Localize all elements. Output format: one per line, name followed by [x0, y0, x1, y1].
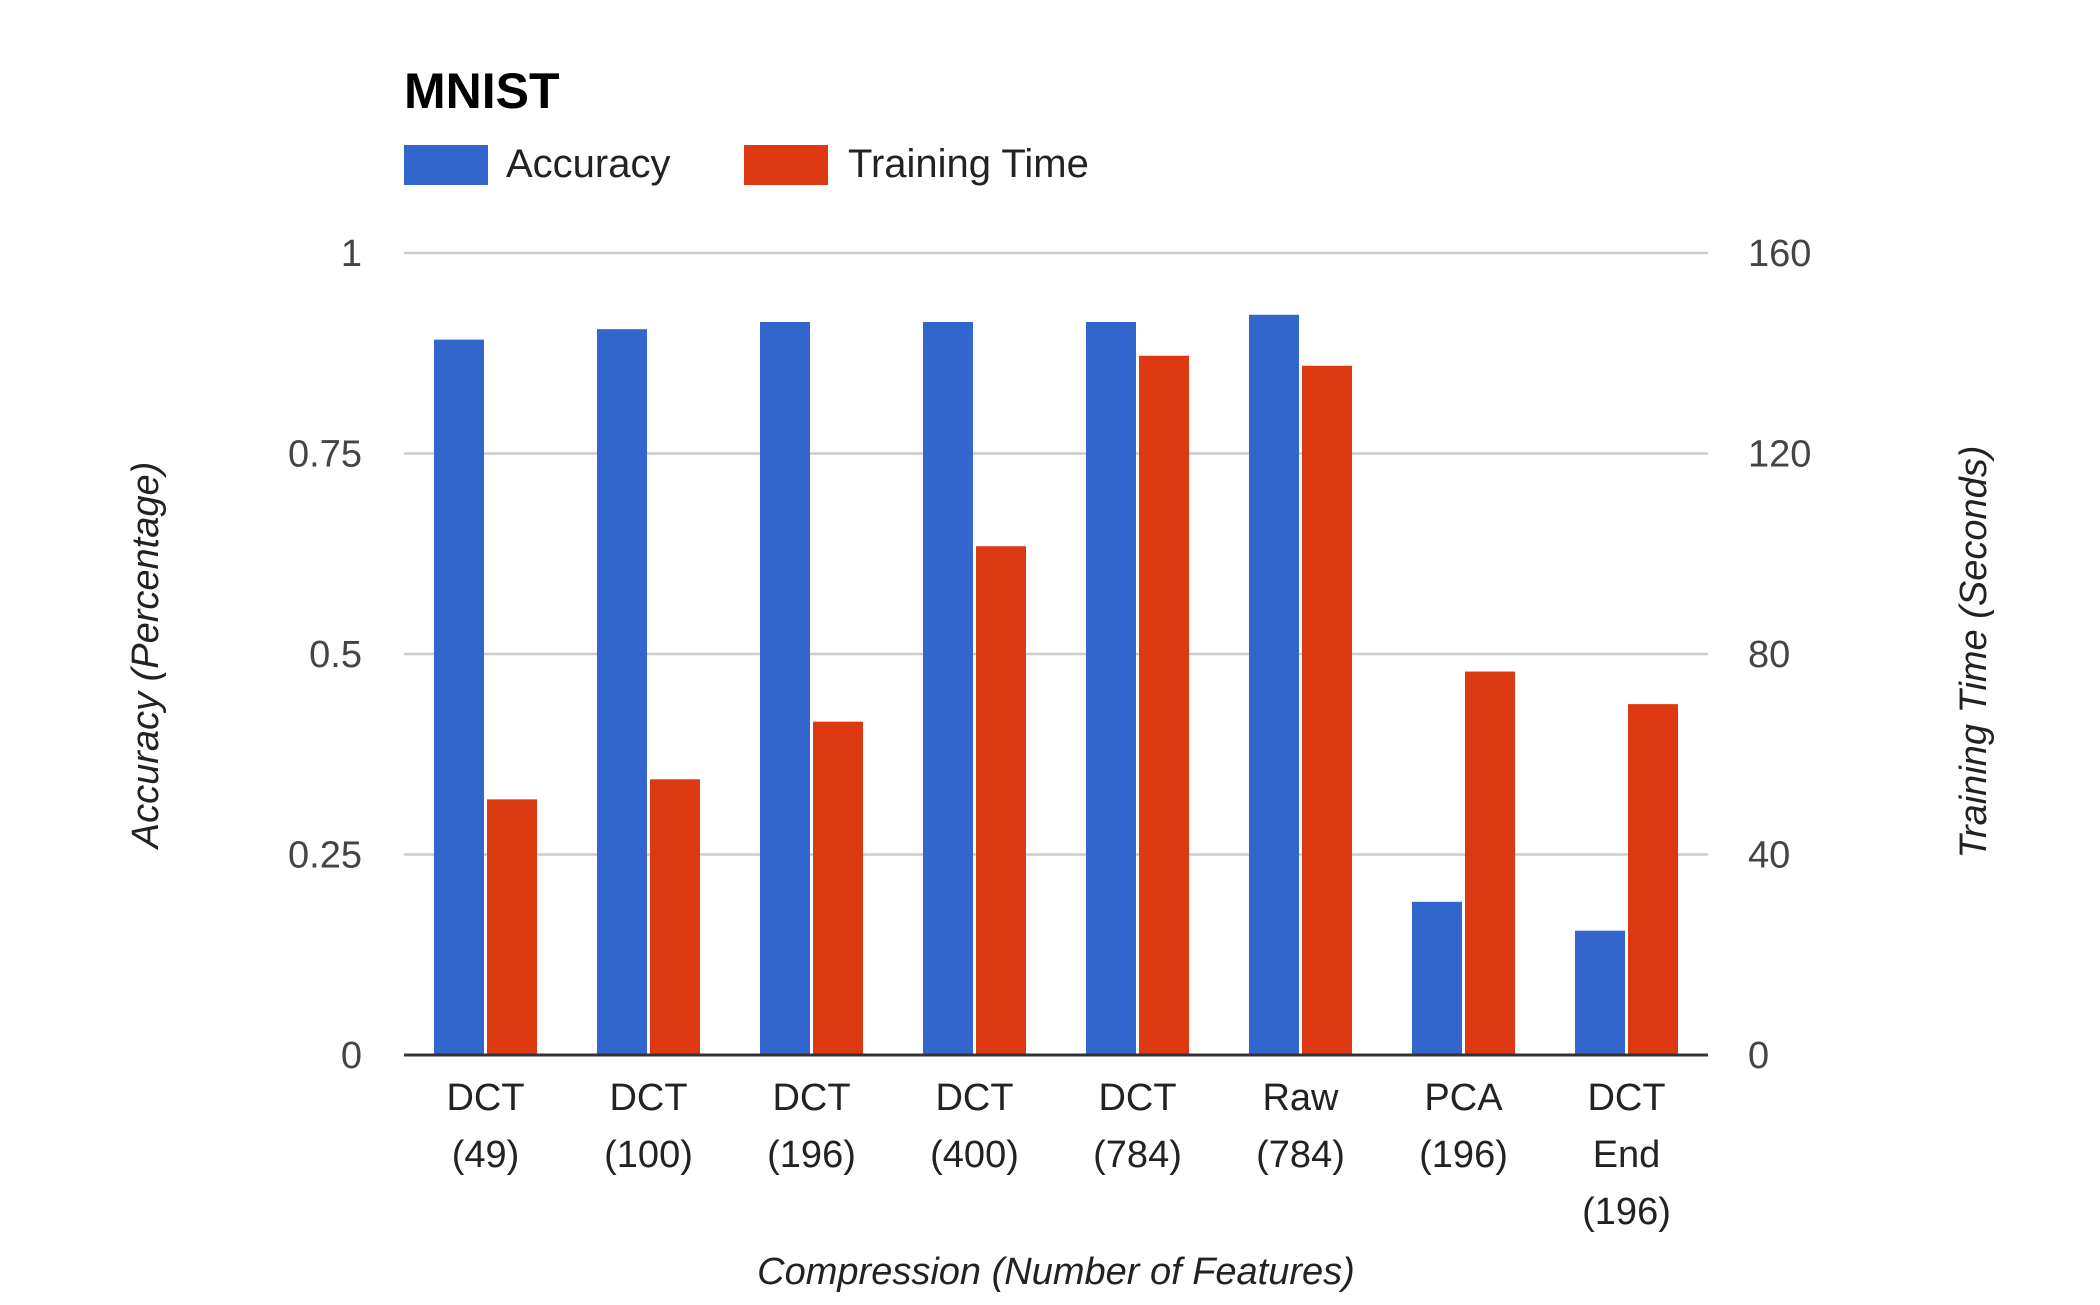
x-tick-label-line: PCA — [1424, 1077, 1503, 1119]
x-tick-label: DCT (400) — [930, 1077, 1019, 1176]
bar-training-time — [1628, 704, 1678, 1055]
bars — [434, 314, 1678, 1056]
x-tick-label: DCT End (196) — [1582, 1077, 1671, 1233]
y-tick-label-left: 0.5 — [309, 634, 362, 676]
x-tick-label-line: (400) — [930, 1134, 1019, 1176]
bar-training-time — [813, 721, 863, 1055]
y-tick-label-left: 0 — [341, 1035, 362, 1077]
right-y-axis-label: Training Time (Seconds) — [1953, 446, 1995, 859]
bar-accuracy — [1412, 901, 1462, 1055]
left-y-axis-ticks: 0 0.25 0.5 0.75 1 — [288, 233, 362, 1077]
left-y-axis-label: Accuracy (Percentage) — [125, 462, 167, 851]
bar-training-time — [487, 799, 537, 1055]
x-tick-label-line: End — [1593, 1134, 1661, 1176]
x-axis-ticks: DCT (49)DCT (100)DCT (196)DCT (400)DCT (784)R… — [446, 1077, 1670, 1233]
x-tick-label-line: (49) — [452, 1134, 520, 1176]
chart-title: MNIST — [404, 63, 560, 119]
x-tick-label-line: (784) — [1256, 1134, 1345, 1176]
x-tick-label: DCT (196) — [767, 1077, 856, 1176]
x-tick-label-line: DCT — [609, 1077, 687, 1119]
x-tick-label-line: Raw — [1262, 1077, 1339, 1119]
bar-training-time — [1465, 671, 1515, 1055]
x-tick-label-line: DCT — [935, 1077, 1013, 1119]
y-tick-label-right: 0 — [1748, 1035, 1769, 1077]
x-tick-label-line: (196) — [767, 1134, 856, 1176]
bar-accuracy — [1575, 930, 1625, 1055]
x-tick-label: DCT (784) — [1093, 1077, 1182, 1176]
bar-accuracy — [1249, 314, 1299, 1055]
x-tick-label-line: DCT — [446, 1077, 524, 1119]
x-axis-label: Compression (Number of Features) — [757, 1251, 1355, 1293]
y-tick-label-right: 40 — [1748, 835, 1790, 877]
x-tick-label: Raw (784) — [1256, 1077, 1345, 1176]
y-tick-label-left: 1 — [341, 233, 362, 275]
bar-training-time — [650, 779, 700, 1055]
x-tick-label-line: (196) — [1419, 1134, 1508, 1176]
y-tick-label-right: 120 — [1748, 434, 1811, 476]
legend-label-accuracy: Accuracy — [506, 142, 671, 186]
bar-training-time — [1302, 365, 1352, 1055]
bar-accuracy — [597, 329, 647, 1055]
y-tick-label-right: 160 — [1748, 233, 1811, 275]
x-tick-label-line: DCT — [1098, 1077, 1176, 1119]
x-tick-label-line: (196) — [1582, 1191, 1671, 1233]
right-y-axis-ticks: 0 40 80 120 160 — [1748, 233, 1811, 1077]
x-tick-label-line: DCT — [772, 1077, 850, 1119]
bar-accuracy — [923, 321, 973, 1055]
bar-accuracy — [760, 321, 810, 1055]
legend-swatch-training-time — [744, 145, 828, 185]
bar-accuracy — [1086, 321, 1136, 1055]
x-tick-label: DCT (100) — [604, 1077, 693, 1176]
y-tick-label-left: 0.25 — [288, 835, 362, 877]
bar-training-time — [976, 546, 1026, 1055]
bar-training-time — [1139, 355, 1189, 1056]
y-tick-label-left: 0.75 — [288, 434, 362, 476]
x-tick-label: PCA (196) — [1419, 1077, 1508, 1176]
legend-swatch-accuracy — [404, 145, 488, 185]
x-tick-label-line: DCT — [1587, 1077, 1665, 1119]
bar-accuracy — [434, 339, 484, 1056]
legend-label-training-time: Training Time — [848, 142, 1089, 186]
x-tick-label-line: (100) — [604, 1134, 693, 1176]
x-tick-label-line: (784) — [1093, 1134, 1182, 1176]
y-tick-label-right: 80 — [1748, 634, 1790, 676]
x-tick-label: DCT (49) — [446, 1077, 524, 1176]
legend: Accuracy Training Time — [404, 142, 1089, 186]
